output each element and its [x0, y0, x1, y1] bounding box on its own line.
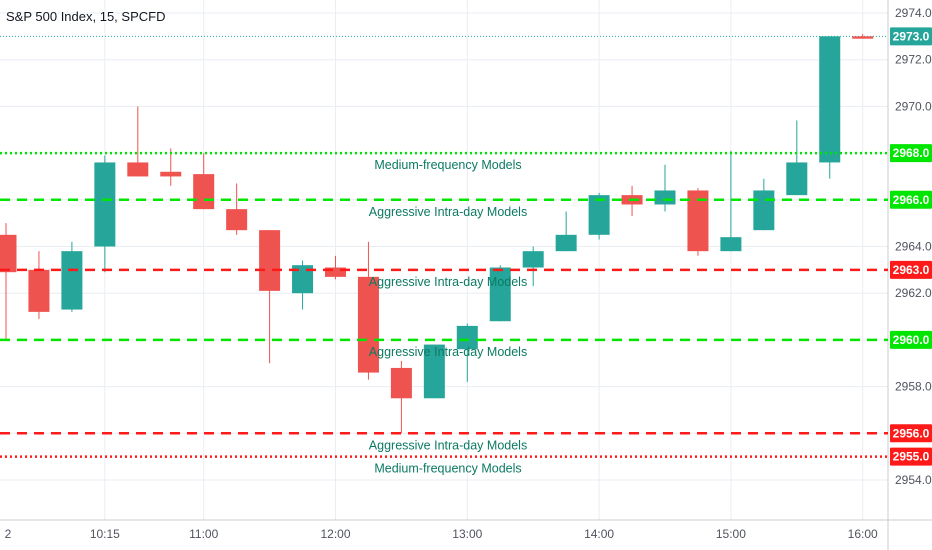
candle-down	[259, 230, 281, 291]
y-tick-label: 2962.0	[895, 286, 932, 300]
x-tick-label: 15:00	[716, 527, 746, 541]
candle-up	[555, 234, 577, 252]
candle-up	[819, 36, 841, 163]
candle-up	[588, 195, 610, 235]
x-tick-label: 10:15	[90, 527, 120, 541]
price-badge	[890, 424, 932, 443]
x-tick-label: 12:00	[320, 527, 350, 541]
y-tick-label: 2974.0	[895, 6, 932, 20]
price-badge-label: 2956.0	[893, 426, 930, 440]
candle-down	[0, 234, 17, 273]
candle-up	[753, 190, 775, 231]
candle-up	[489, 267, 511, 322]
level-annotation: Aggressive Intra-day Models	[369, 345, 527, 359]
price-badge	[890, 447, 932, 466]
last-price-badge-label: 2973.0	[893, 29, 930, 43]
price-badge	[890, 190, 932, 209]
candle-down	[390, 367, 412, 399]
level-annotation: Aggressive Intra-day Models	[369, 438, 527, 452]
x-tick-label: 11:00	[189, 527, 218, 541]
candle-down	[852, 36, 874, 39]
candle-down	[193, 174, 215, 210]
candle-up	[423, 344, 445, 399]
y-tick-label: 2964.0	[895, 240, 932, 254]
candle-down	[127, 162, 149, 177]
candle-down	[226, 209, 248, 231]
price-badge	[890, 260, 932, 279]
level-annotation: Aggressive Intra-day Models	[369, 275, 527, 289]
y-tick-label: 2972.0	[895, 53, 932, 67]
candle-down	[357, 276, 379, 373]
candle-up	[61, 251, 83, 310]
price-badge-label: 2960.0	[893, 333, 930, 347]
level-annotation: Medium-frequency Models	[374, 158, 521, 172]
x-tick-label: 13:00	[452, 527, 482, 541]
candle-down	[687, 190, 709, 252]
price-badge-label: 2968.0	[893, 146, 930, 160]
y-tick-label: 2954.0	[895, 473, 932, 487]
candle-up	[720, 237, 742, 252]
candle-up	[786, 162, 808, 196]
price-badge	[890, 330, 932, 349]
y-tick-label: 2970.0	[895, 99, 932, 113]
candle-up	[94, 162, 116, 247]
price-badge-label: 2966.0	[893, 193, 930, 207]
candle-up	[522, 251, 544, 268]
candle-down	[160, 171, 182, 177]
x-tick-label: 14:00	[584, 527, 614, 541]
candle-up	[654, 190, 676, 205]
price-badge-label: 2955.0	[893, 450, 930, 464]
chart-title: S&P 500 Index, 15, SPCFD	[6, 9, 166, 24]
x-tick-label: 16:00	[848, 527, 878, 541]
x-tick-label: 2	[5, 527, 12, 541]
level-annotation: Aggressive Intra-day Models	[369, 205, 527, 219]
y-tick-label: 2958.0	[895, 380, 932, 394]
price-badge	[890, 144, 932, 163]
price-badge-label: 2963.0	[893, 263, 930, 277]
candle-down	[325, 267, 346, 277]
last-price-badge	[890, 27, 932, 46]
candle-down	[28, 269, 50, 312]
candle-up	[456, 325, 478, 350]
candle-up	[292, 265, 314, 294]
level-annotation: Medium-frequency Models	[374, 462, 521, 476]
